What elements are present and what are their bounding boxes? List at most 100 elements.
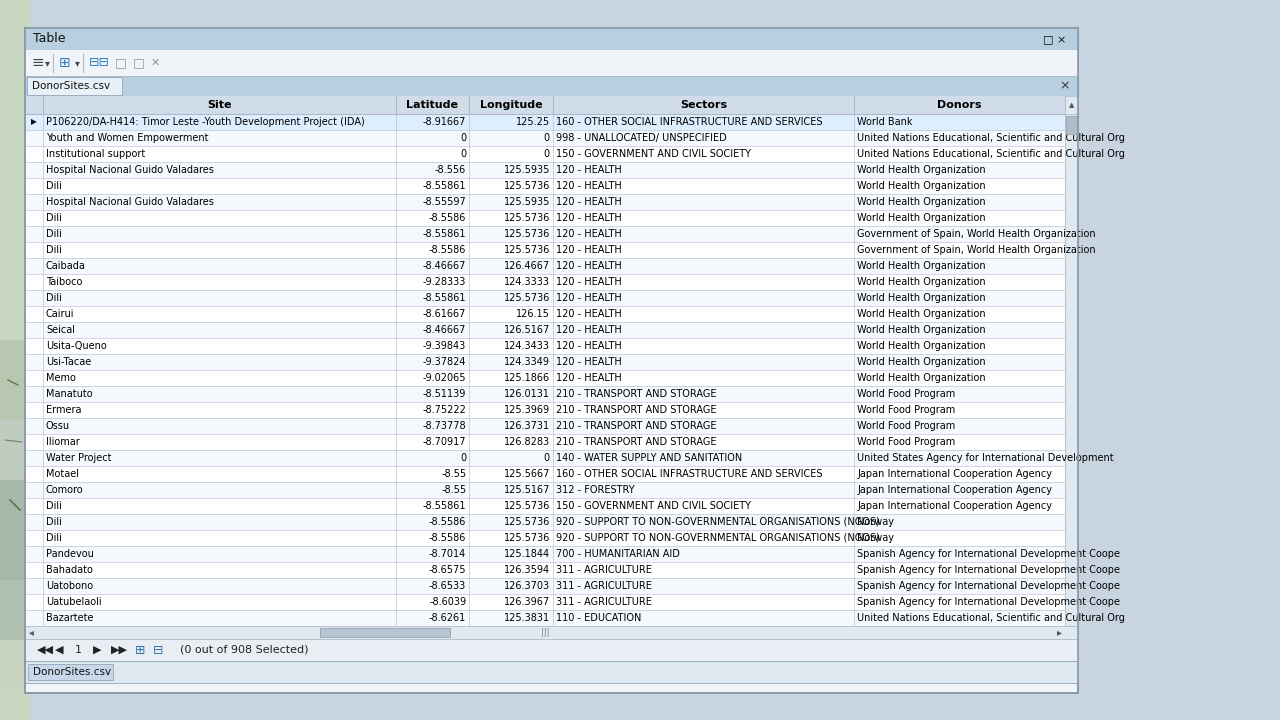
Text: World Health Organization: World Health Organization <box>858 309 986 319</box>
Text: World Food Program: World Food Program <box>858 389 956 399</box>
Text: Water Project: Water Project <box>46 453 111 463</box>
Text: Norway: Norway <box>858 533 895 543</box>
Text: 124.3433: 124.3433 <box>504 341 550 351</box>
Text: 126.15: 126.15 <box>516 309 550 319</box>
Bar <box>26 210 1065 226</box>
Text: ✕: ✕ <box>151 58 160 68</box>
Bar <box>26 498 1065 514</box>
Text: 0: 0 <box>544 133 550 143</box>
Bar <box>0 350 29 670</box>
Text: Table: Table <box>33 32 65 45</box>
Bar <box>26 130 1065 146</box>
Text: 0: 0 <box>544 149 550 159</box>
Bar <box>26 661 1078 683</box>
Text: Iliomar: Iliomar <box>46 437 79 447</box>
Text: Bahadato: Bahadato <box>46 565 93 575</box>
Text: -8.75222: -8.75222 <box>422 405 466 415</box>
Text: 110 - EDUCATION: 110 - EDUCATION <box>556 613 641 623</box>
Text: Norway: Norway <box>858 517 895 527</box>
Text: Uatubelaoli: Uatubelaoli <box>46 597 101 607</box>
Text: 125.1866: 125.1866 <box>504 373 550 383</box>
Bar <box>26 28 1078 693</box>
Bar <box>26 322 1065 338</box>
Text: 125.25: 125.25 <box>516 117 550 127</box>
Text: ◀◀: ◀◀ <box>37 645 54 655</box>
Text: Longitude: Longitude <box>480 100 543 110</box>
Text: Memo: Memo <box>46 373 76 383</box>
Text: 120 - HEALTH: 120 - HEALTH <box>556 229 622 239</box>
Bar <box>26 354 1065 370</box>
Text: 120 - HEALTH: 120 - HEALTH <box>556 309 622 319</box>
Bar <box>26 546 1065 562</box>
Text: 920 - SUPPORT TO NON-GOVERNMENTAL ORGANISATIONS (NGOS): 920 - SUPPORT TO NON-GOVERNMENTAL ORGANI… <box>556 517 879 527</box>
Text: -8.91667: -8.91667 <box>422 117 466 127</box>
Text: 125.3969: 125.3969 <box>504 405 550 415</box>
Bar <box>26 466 1065 482</box>
Text: -8.6261: -8.6261 <box>429 613 466 623</box>
Text: ▾: ▾ <box>45 58 50 68</box>
Text: Dili: Dili <box>46 517 61 527</box>
Text: -8.46667: -8.46667 <box>422 325 466 335</box>
Text: 120 - HEALTH: 120 - HEALTH <box>556 181 622 191</box>
Text: World Food Program: World Food Program <box>858 405 956 415</box>
Text: 0: 0 <box>544 453 550 463</box>
Text: Latitude: Latitude <box>406 100 458 110</box>
Bar <box>26 514 1065 530</box>
Bar <box>26 626 1078 639</box>
Text: Comoro: Comoro <box>46 485 83 495</box>
Text: ▶: ▶ <box>31 117 37 127</box>
Text: 311 - AGRICULTURE: 311 - AGRICULTURE <box>556 565 652 575</box>
Text: Youth and Women Empowerment: Youth and Women Empowerment <box>46 133 209 143</box>
Text: ▶: ▶ <box>93 645 101 655</box>
Text: 126.3594: 126.3594 <box>504 565 550 575</box>
Text: 120 - HEALTH: 120 - HEALTH <box>556 277 622 287</box>
Text: ⊟: ⊟ <box>154 644 164 657</box>
Text: -9.02065: -9.02065 <box>422 373 466 383</box>
Text: United Nations Educational, Scientific and Cultural Org: United Nations Educational, Scientific a… <box>858 133 1125 143</box>
Text: 126.5167: 126.5167 <box>504 325 550 335</box>
Text: Site: Site <box>207 100 232 110</box>
Text: -8.55861: -8.55861 <box>422 501 466 511</box>
Bar <box>0 640 28 690</box>
Text: 125.5736: 125.5736 <box>503 245 550 255</box>
Bar <box>1066 116 1076 134</box>
Bar <box>27 77 122 95</box>
Text: -9.37824: -9.37824 <box>422 357 466 367</box>
Text: -8.46667: -8.46667 <box>422 261 466 271</box>
Text: 0: 0 <box>460 453 466 463</box>
Text: 125.5736: 125.5736 <box>503 517 550 527</box>
Bar <box>26 274 1065 290</box>
Text: 120 - HEALTH: 120 - HEALTH <box>556 261 622 271</box>
Text: 125.5736: 125.5736 <box>503 501 550 511</box>
Bar <box>26 402 1065 418</box>
Text: 160 - OTHER SOCIAL INFRASTRUCTURE AND SERVICES: 160 - OTHER SOCIAL INFRASTRUCTURE AND SE… <box>556 469 823 479</box>
Bar <box>26 76 1078 96</box>
Text: 311 - AGRICULTURE: 311 - AGRICULTURE <box>556 581 652 591</box>
Bar <box>26 96 1065 114</box>
Bar <box>26 434 1065 450</box>
Text: Dili: Dili <box>46 245 61 255</box>
Text: -8.5586: -8.5586 <box>429 245 466 255</box>
Text: Dili: Dili <box>46 533 61 543</box>
Bar <box>26 242 1065 258</box>
Text: Usi-Tacae: Usi-Tacae <box>46 357 91 367</box>
Text: -8.7014: -8.7014 <box>429 549 466 559</box>
Text: World Health Organization: World Health Organization <box>858 213 986 223</box>
Text: Motael: Motael <box>46 469 79 479</box>
Text: □: □ <box>133 56 145 70</box>
Text: □ ×: □ × <box>1043 34 1066 44</box>
Text: United States Agency for International Development: United States Agency for International D… <box>858 453 1114 463</box>
Text: -8.55: -8.55 <box>442 485 466 495</box>
Text: ◂: ◂ <box>28 628 33 637</box>
Text: United Nations Educational, Scientific and Cultural Org: United Nations Educational, Scientific a… <box>858 149 1125 159</box>
Text: World Bank: World Bank <box>858 117 913 127</box>
Text: World Health Organization: World Health Organization <box>858 325 986 335</box>
Text: Government of Spain, World Health Organization: Government of Spain, World Health Organi… <box>858 229 1096 239</box>
Text: Hospital Nacional Guido Valadares: Hospital Nacional Guido Valadares <box>46 165 214 175</box>
Text: 125.5935: 125.5935 <box>503 197 550 207</box>
Text: 125.5667: 125.5667 <box>503 469 550 479</box>
Text: World Health Organization: World Health Organization <box>858 293 986 303</box>
Text: Usita-Queno: Usita-Queno <box>46 341 106 351</box>
Text: 210 - TRANSPORT AND STORAGE: 210 - TRANSPORT AND STORAGE <box>556 437 717 447</box>
Text: 120 - HEALTH: 120 - HEALTH <box>556 325 622 335</box>
